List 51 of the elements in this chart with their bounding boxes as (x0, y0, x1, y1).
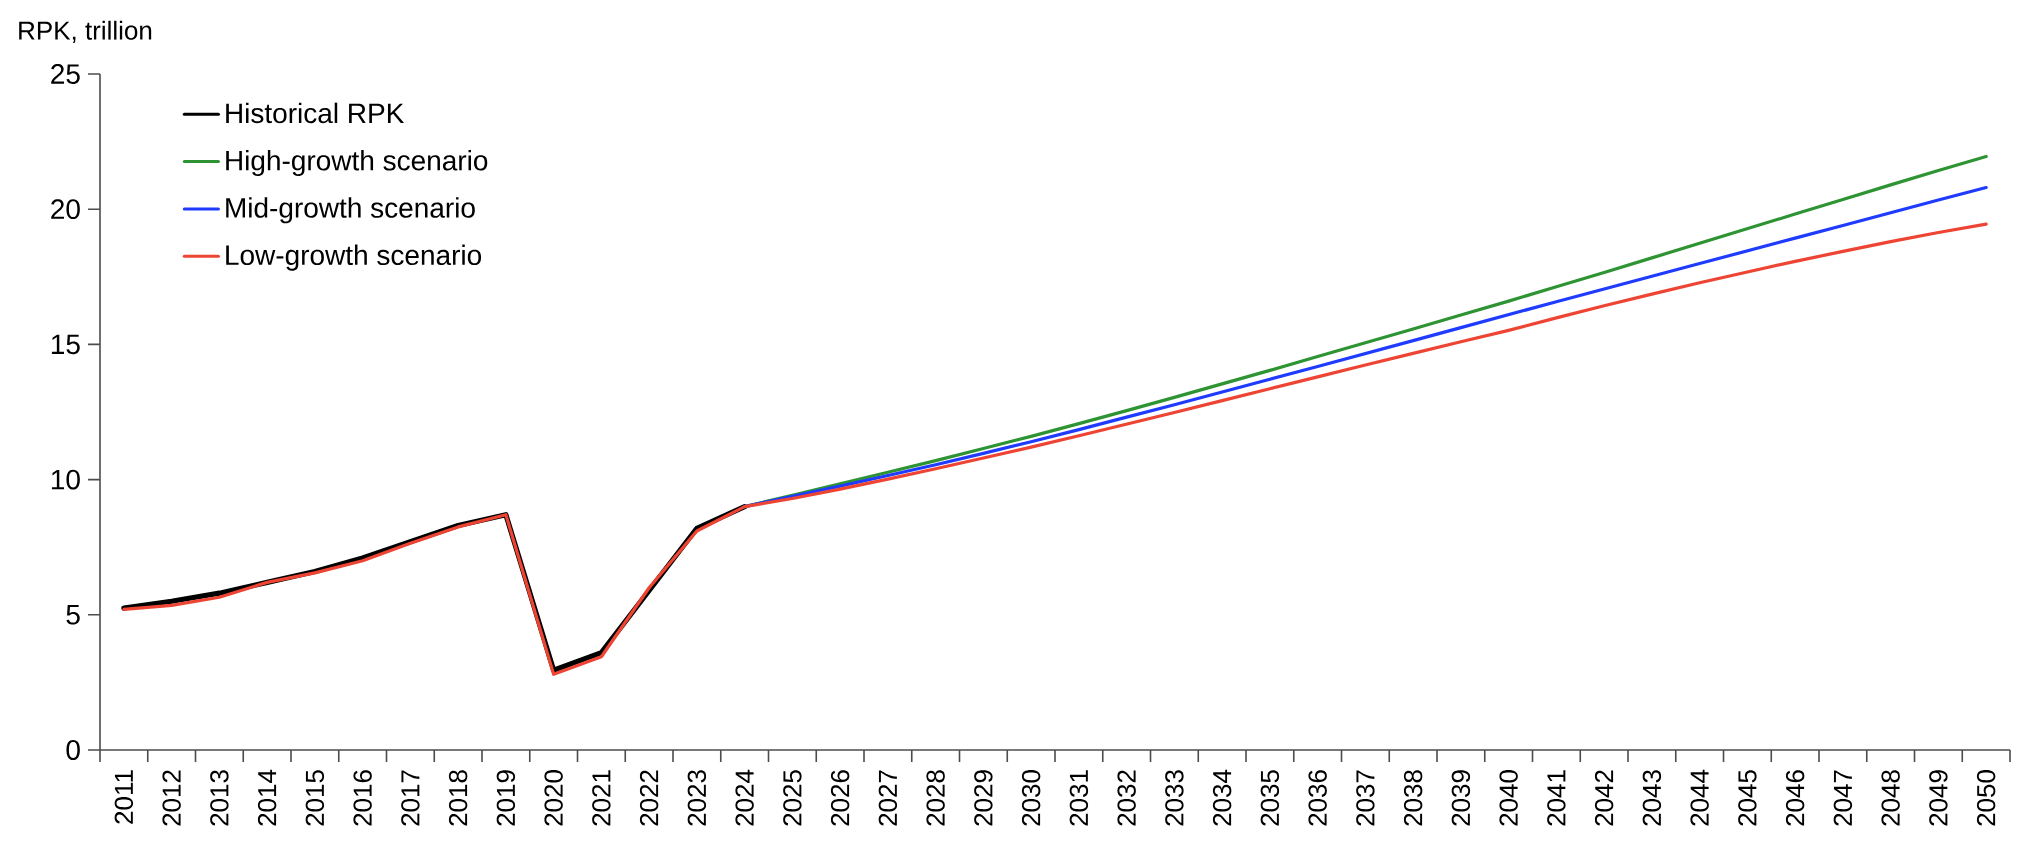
x-tick-label: 2017 (401, 770, 420, 826)
x-tick-label: 2035 (1260, 770, 1280, 826)
x-tick-label: 2028 (926, 770, 945, 826)
x-tick-label: 2041 (1547, 770, 1566, 826)
x-tick-label: 2023 (687, 770, 707, 826)
x-tick-label: 2047 (1833, 770, 1853, 826)
x-tick-label: 2045 (1738, 770, 1757, 826)
y-tick-label: 0 (66, 740, 80, 760)
x-tick-label: 2038 (1403, 770, 1423, 826)
legend-label: Low-growth scenario (226, 244, 482, 271)
x-tick-label: 2012 (162, 770, 181, 826)
x-tick-label: 2019 (496, 770, 516, 826)
x-tick-label: 2043 (1642, 770, 1662, 826)
x-tick-label: 2040 (1499, 770, 1518, 826)
x-tick-label: 2049 (1929, 770, 1948, 826)
x-tick-label: 2015 (305, 770, 325, 826)
legend-label: Historical RPK (226, 102, 405, 124)
x-tick-label: 2042 (1594, 770, 1614, 826)
x-tick-label: 2026 (830, 770, 850, 826)
y-tick-label: 10 (51, 469, 80, 490)
x-tick-label: 2025 (783, 770, 802, 826)
x-tick-label: 2050 (1976, 770, 1996, 826)
x-tick-label: 2021 (592, 770, 611, 826)
y-tick-label: 25 (51, 64, 80, 84)
x-tick-label: 2024 (735, 769, 754, 826)
y-tick-label: 15 (51, 334, 80, 355)
legend-label: High-growth scenario (226, 149, 488, 177)
x-tick-label: 2014 (257, 769, 277, 826)
x-tick-label: 2033 (1165, 770, 1184, 826)
x-tick-label: 2044 (1690, 769, 1709, 826)
x-tick-label: 2018 (448, 770, 468, 826)
x-tick-label: 2030 (1021, 770, 1041, 826)
x-tick-label: 2029 (974, 770, 993, 826)
x-tick-label: 2013 (210, 770, 229, 826)
y-tick-label: 5 (66, 605, 80, 625)
x-tick-label: 2020 (544, 770, 563, 826)
legend-label: Mid-growth scenario (226, 197, 475, 224)
x-tick-label: 2039 (1451, 770, 1471, 826)
x-tick-label: 2046 (1785, 770, 1805, 826)
x-tick-label: 2034 (1212, 769, 1232, 826)
x-tick-label: 2031 (1069, 770, 1089, 826)
x-tick-label: 2027 (878, 770, 898, 826)
x-tick-label: 2016 (353, 770, 372, 826)
x-tick-label: 2032 (1117, 770, 1136, 826)
x-tick-label: 2036 (1308, 770, 1327, 826)
x-tick-label: 2048 (1881, 770, 1900, 826)
y-tick-label: 20 (51, 199, 80, 220)
x-tick-label: 2037 (1356, 770, 1375, 826)
x-tick-label: 2022 (639, 770, 659, 826)
x-tick-label: 2011 (114, 770, 134, 824)
y-axis-title: RPK, trillion (19, 20, 152, 43)
